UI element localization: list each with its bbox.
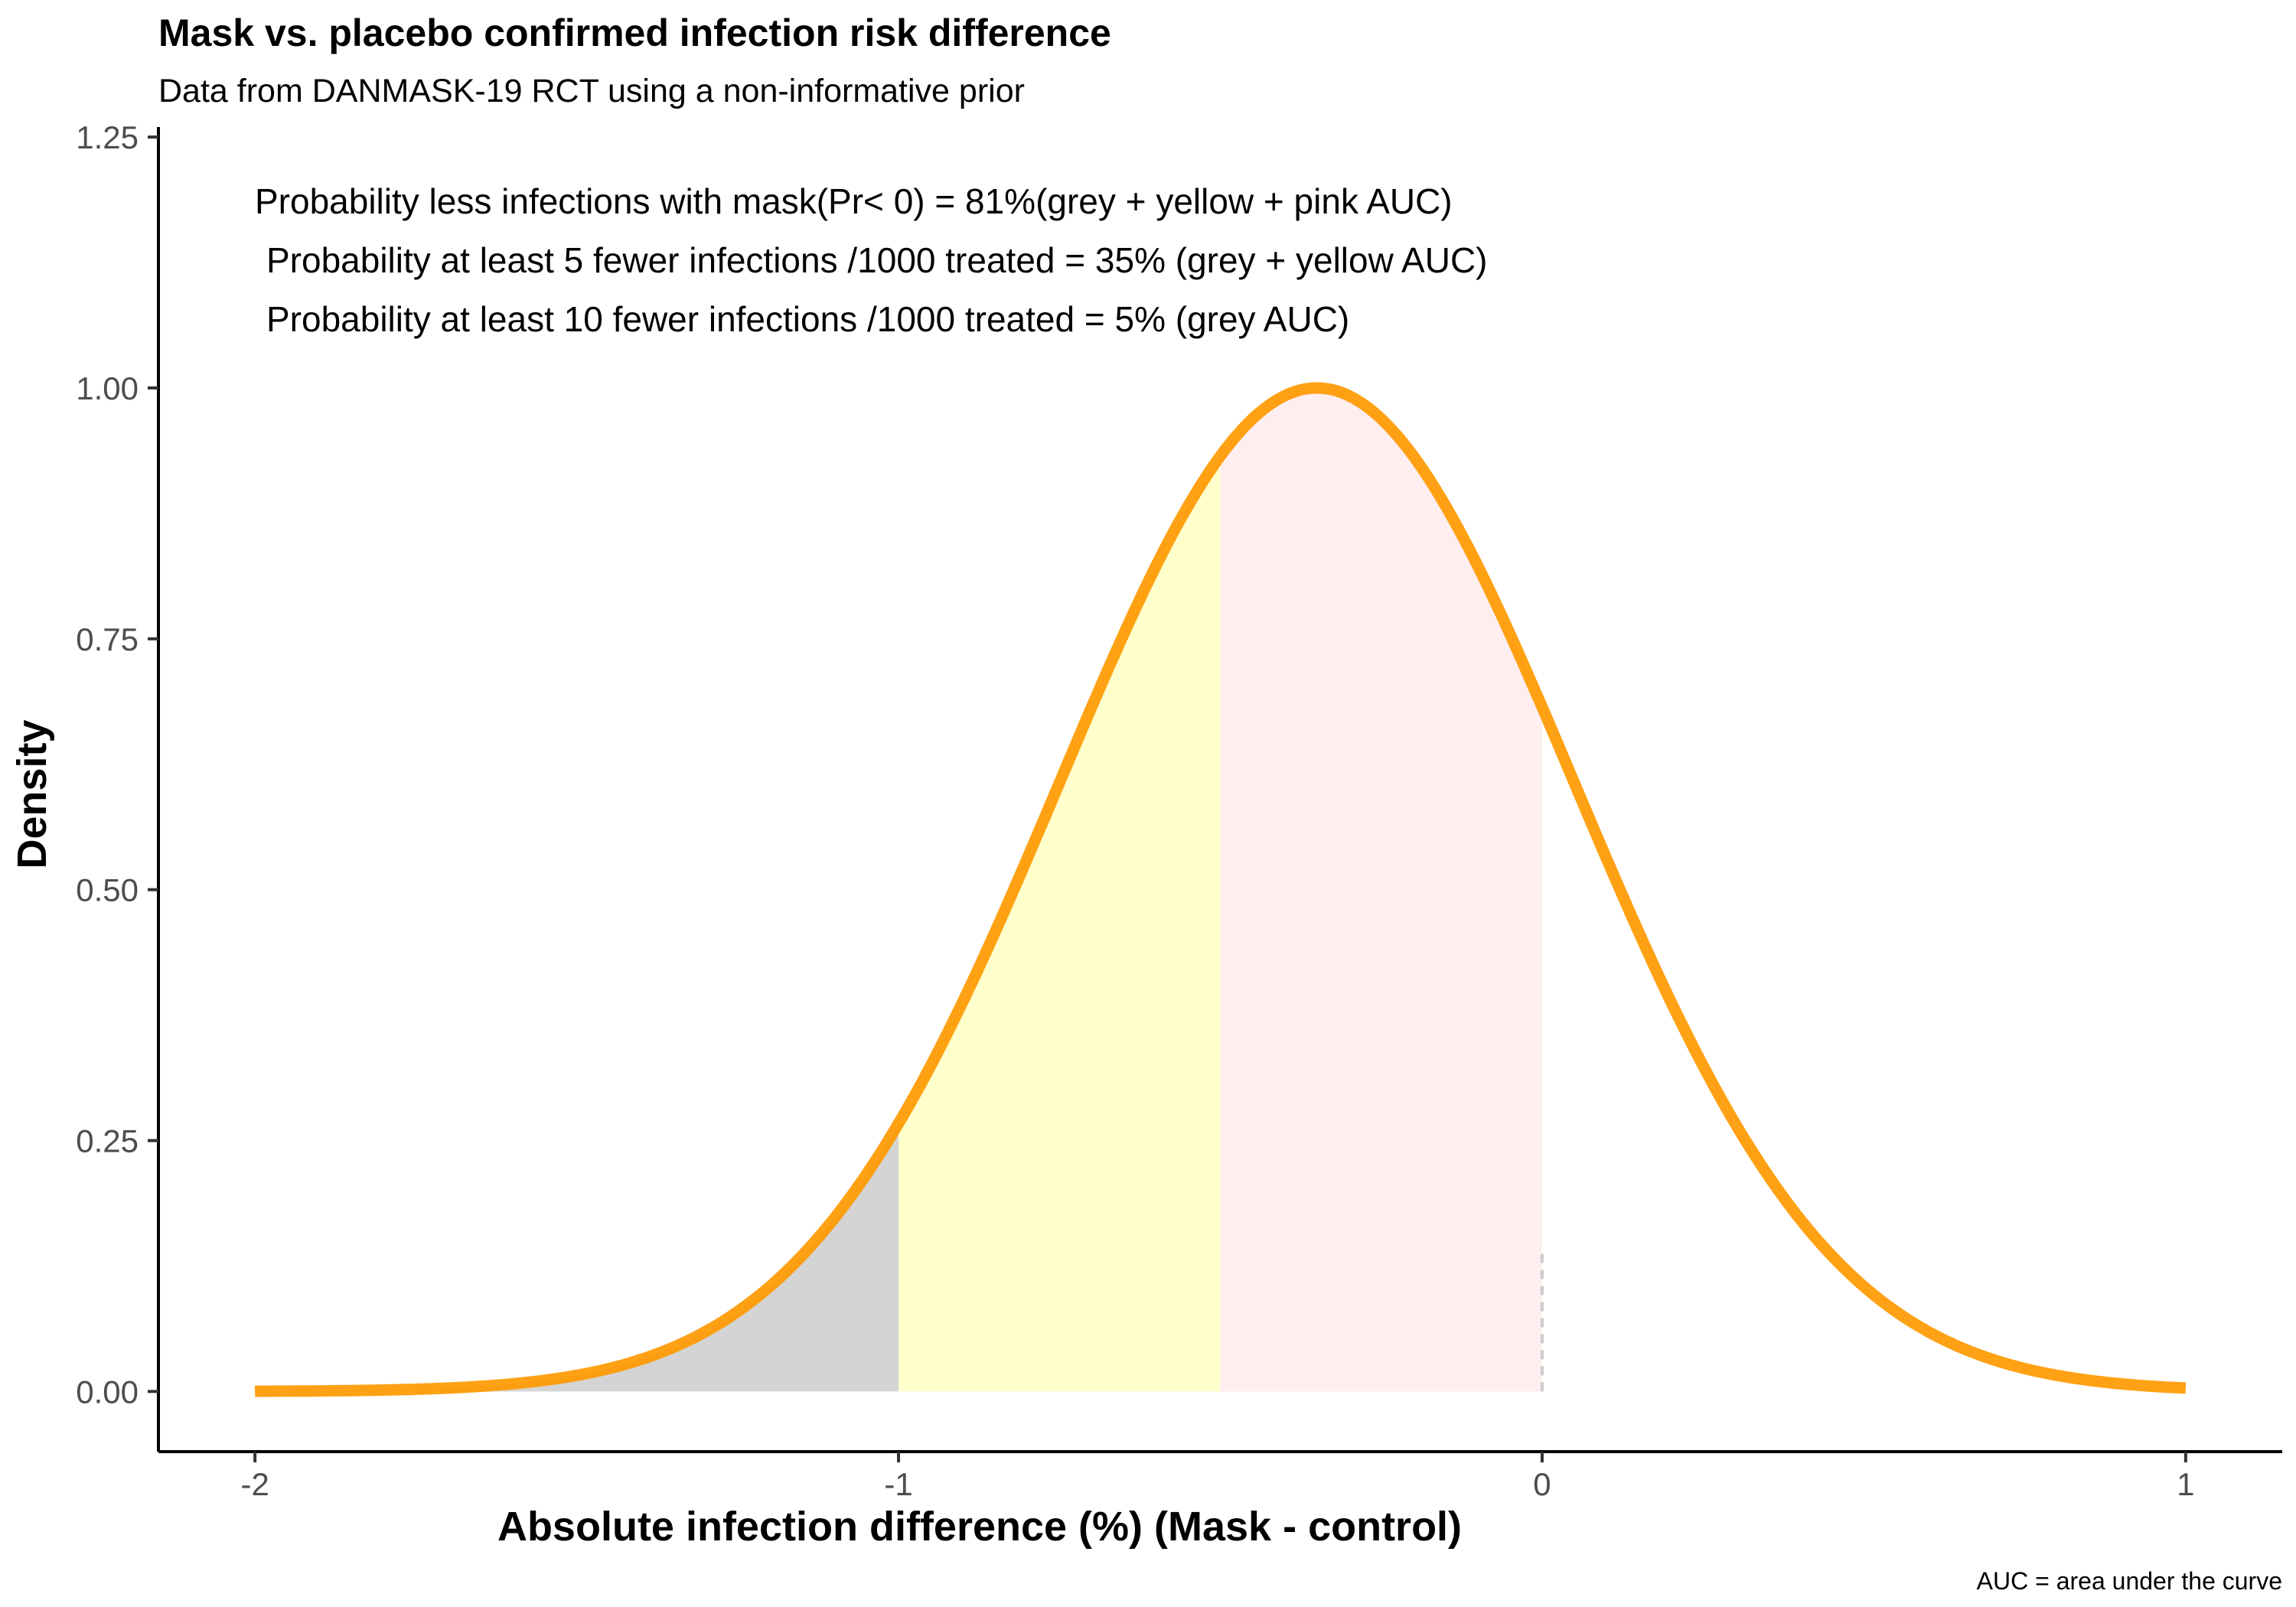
auc-region-yellow (899, 456, 1221, 1392)
density-curve (252, 382, 2189, 1397)
auc-region-pink (1220, 388, 1542, 1392)
y-tick-label: 0.00 (76, 1374, 139, 1410)
x-tick-label: 0 (1533, 1466, 1551, 1502)
y-tick-label: 1.25 (76, 119, 139, 155)
probability-annotation: Probability at least 5 fewer infections … (266, 240, 1488, 280)
y-tick-label: 1.00 (76, 370, 139, 406)
probability-annotation: Probability less infections with mask(Pr… (255, 181, 1453, 221)
y-tick-label: 0.25 (76, 1123, 139, 1159)
x-tick-label: -2 (240, 1466, 269, 1502)
probability-annotation: Probability at least 10 fewer infections… (266, 299, 1349, 339)
auc-region-grey (255, 1123, 899, 1392)
chart-title: Mask vs. placebo confirmed infection ris… (158, 11, 1111, 54)
chart-caption: AUC = area under the curve (1977, 1567, 2282, 1595)
x-tick-label: -1 (884, 1466, 912, 1502)
y-tick-label: 0.75 (76, 621, 139, 657)
chart-subtitle: Data from DANMASK-19 RCT using a non-inf… (158, 73, 1025, 109)
x-axis-label: Absolute infection difference (%) (Mask … (497, 1504, 1462, 1550)
x-tick-label: 1 (2177, 1466, 2194, 1502)
y-tick-label: 0.50 (76, 872, 139, 908)
y-axis-label: Density (9, 719, 55, 869)
